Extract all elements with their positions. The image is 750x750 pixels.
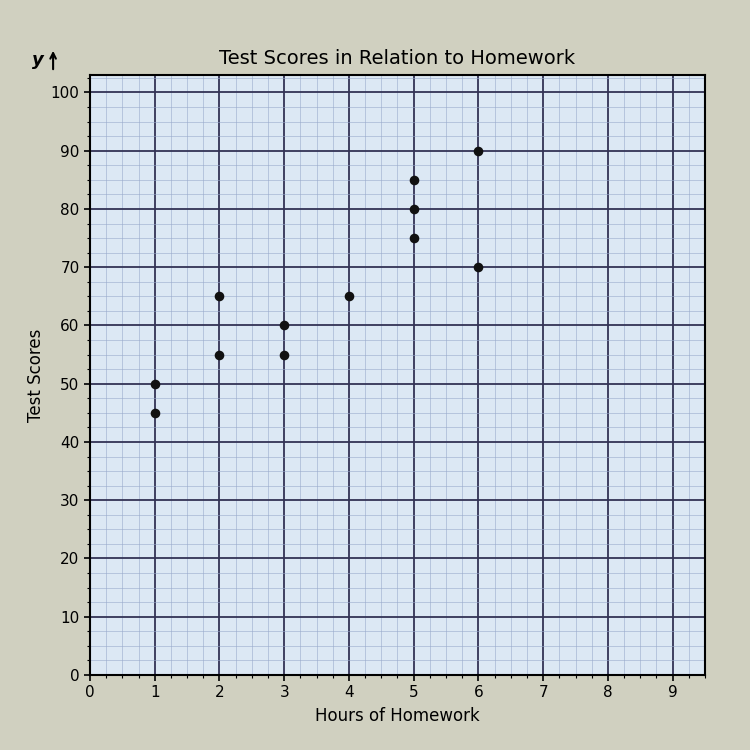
Point bbox=[278, 320, 290, 332]
Point bbox=[148, 378, 160, 390]
Point bbox=[343, 290, 355, 302]
Point bbox=[408, 174, 420, 186]
Point bbox=[472, 261, 484, 273]
Point bbox=[408, 203, 420, 215]
Title: Test Scores in Relation to Homework: Test Scores in Relation to Homework bbox=[220, 49, 575, 68]
Point bbox=[408, 232, 420, 244]
Point bbox=[472, 145, 484, 157]
Point bbox=[214, 349, 226, 361]
Text: y: y bbox=[32, 51, 44, 69]
Point bbox=[214, 290, 226, 302]
Point bbox=[148, 406, 160, 418]
Point bbox=[278, 349, 290, 361]
Y-axis label: Test Scores: Test Scores bbox=[27, 328, 45, 422]
X-axis label: Hours of Homework: Hours of Homework bbox=[315, 707, 480, 725]
